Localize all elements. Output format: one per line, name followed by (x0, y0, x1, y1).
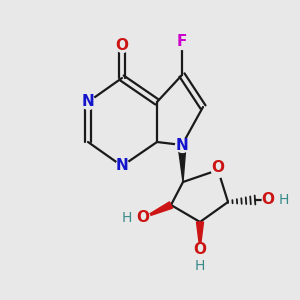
Polygon shape (143, 202, 172, 218)
Text: N: N (116, 158, 128, 173)
Text: F: F (177, 34, 187, 50)
Text: N: N (176, 137, 188, 152)
Text: O: O (136, 211, 149, 226)
Text: O: O (116, 38, 128, 52)
Text: N: N (82, 94, 94, 110)
Text: O: O (212, 160, 224, 175)
Text: O: O (194, 242, 206, 257)
Text: H: H (195, 259, 205, 273)
Text: H: H (122, 211, 132, 225)
Text: H: H (279, 193, 289, 207)
Polygon shape (178, 145, 186, 182)
Polygon shape (196, 222, 203, 250)
Text: O: O (262, 193, 275, 208)
